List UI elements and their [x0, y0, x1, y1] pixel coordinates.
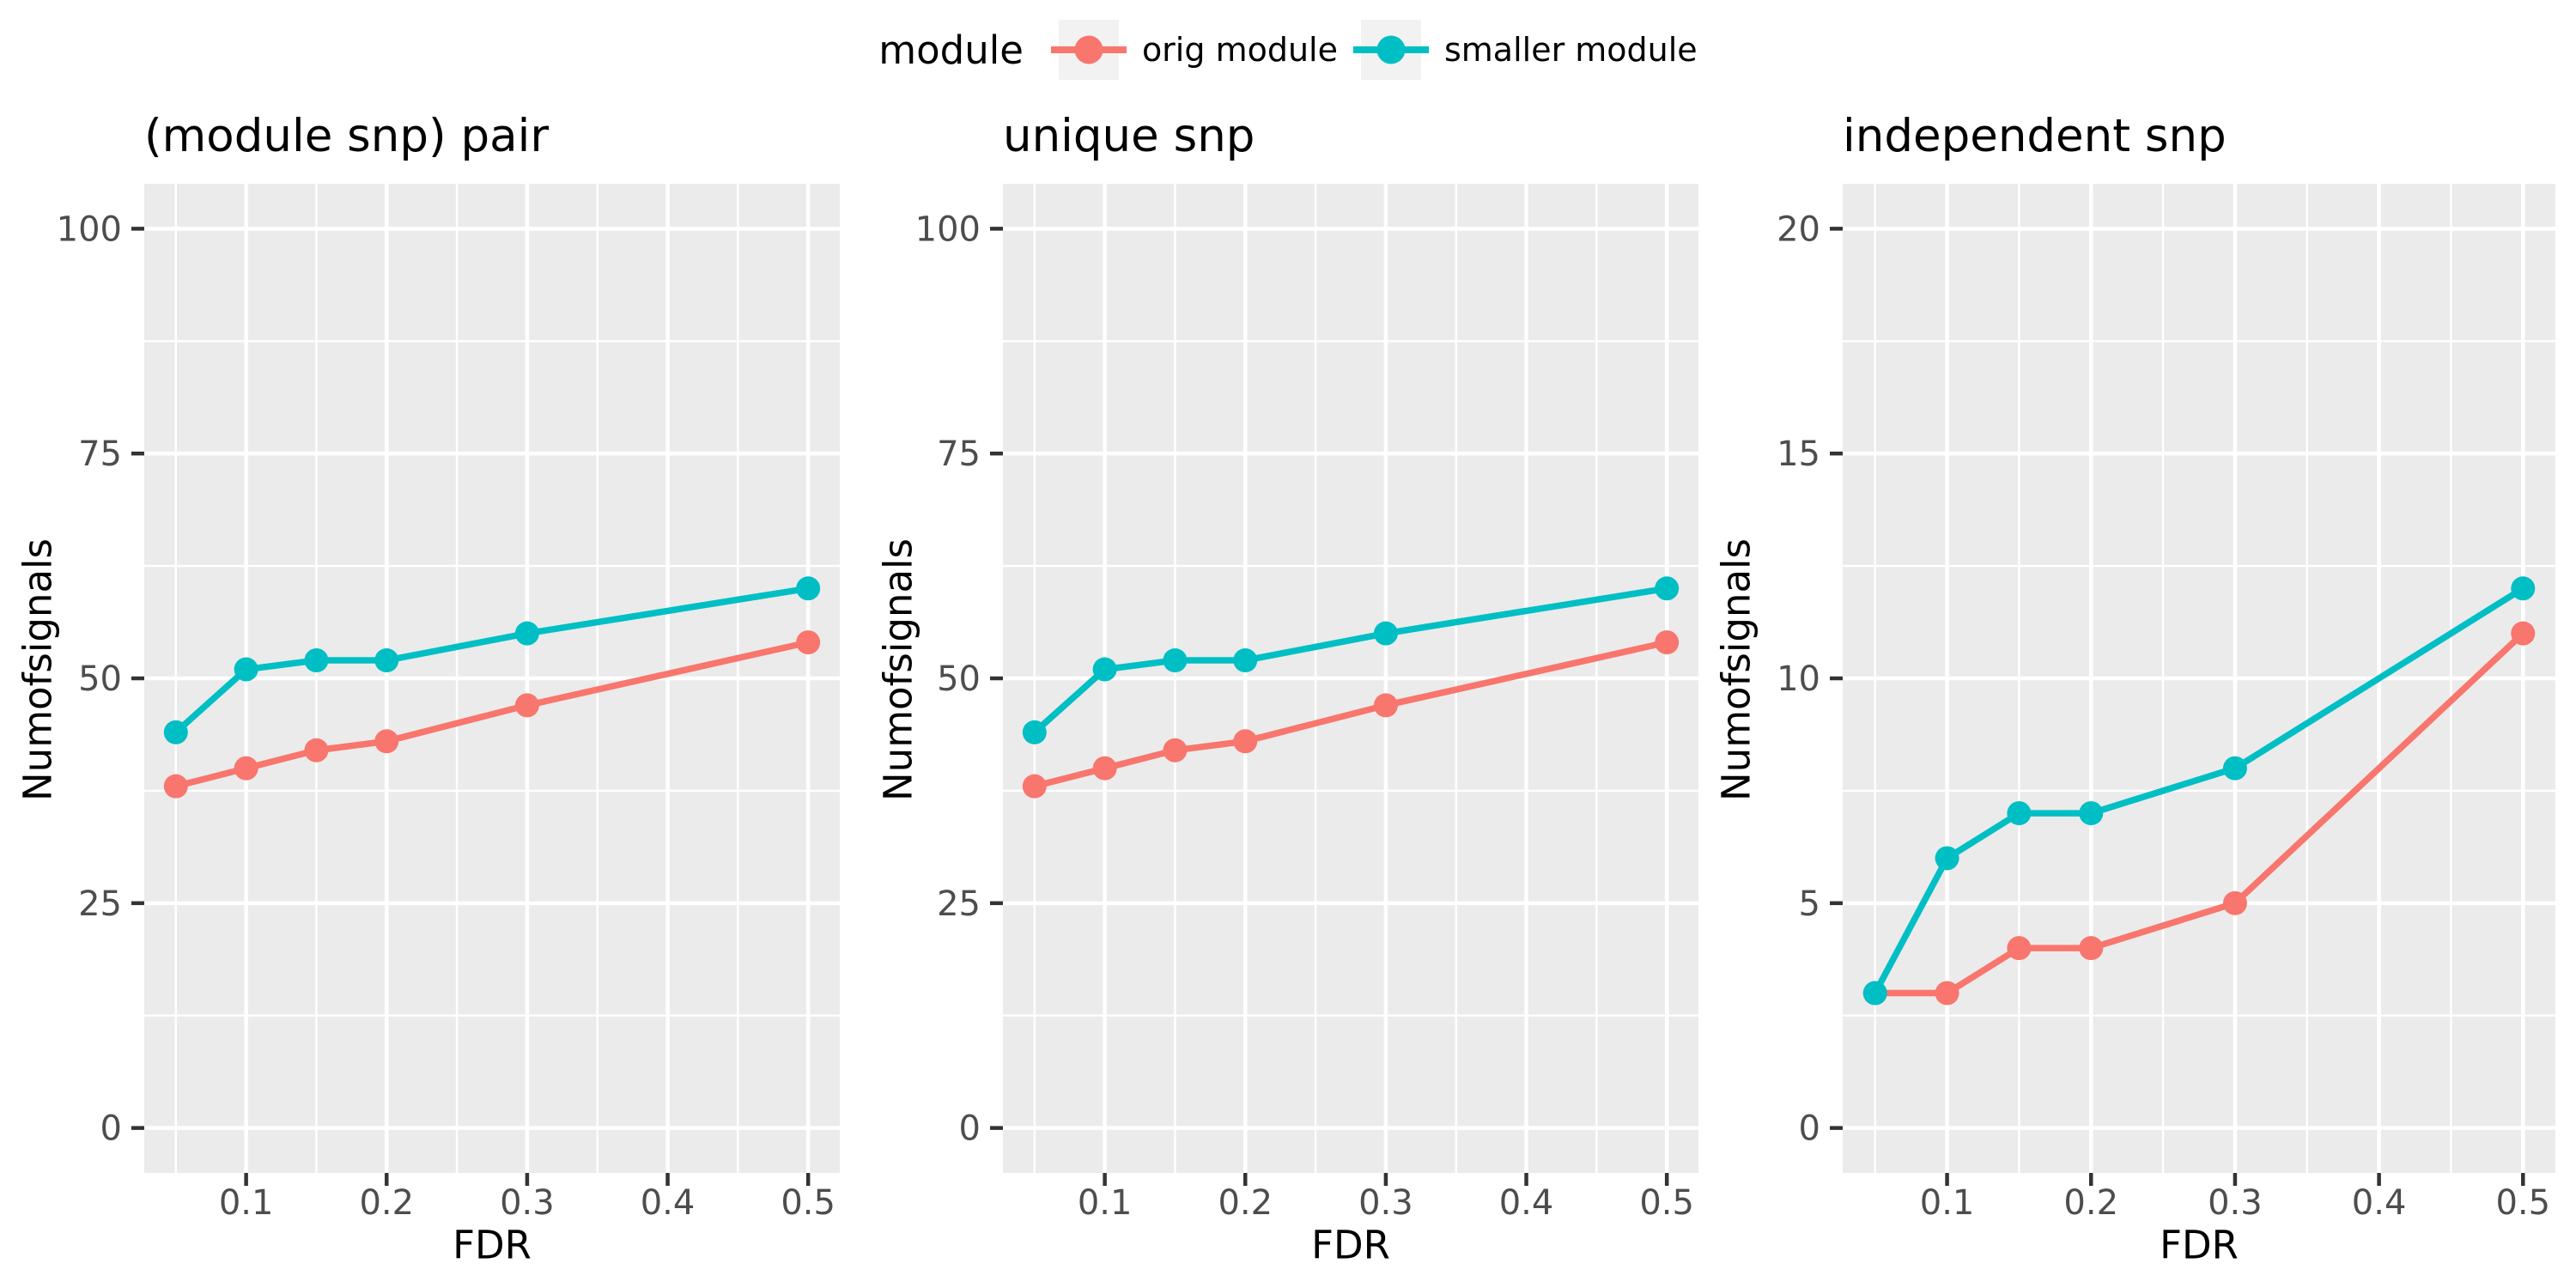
- panel-title-independent-snp: independent snp: [1843, 110, 2227, 162]
- y-tick-label: 0: [1799, 1109, 1820, 1149]
- data-point-smaller-module: [1022, 720, 1047, 744]
- data-point-smaller-module: [1092, 657, 1117, 682]
- legend-label-orig-module: orig module: [1141, 31, 1338, 69]
- data-point-orig-module: [374, 729, 399, 754]
- data-point-orig-module: [2222, 890, 2247, 915]
- x-tick-label: 0.1: [1078, 1183, 1133, 1223]
- data-point-orig-module: [1655, 630, 1680, 655]
- data-point-smaller-module: [1655, 576, 1680, 601]
- x-axis-title-panel-1: FDR: [453, 1222, 532, 1268]
- x-tick-label: 0.4: [2352, 1183, 2407, 1223]
- x-axis-title-panel-3: FDR: [2160, 1222, 2239, 1268]
- data-point-orig-module: [1163, 738, 1188, 762]
- data-point-smaller-module: [163, 720, 188, 744]
- data-point-orig-module: [2007, 936, 2032, 961]
- data-point-orig-module: [304, 738, 329, 762]
- y-tick-label: 100: [57, 210, 122, 249]
- y-tick-label: 75: [78, 434, 122, 474]
- data-point-smaller-module: [2222, 756, 2247, 781]
- series-line-smaller-module: [1872, 586, 2525, 995]
- data-point-smaller-module: [1373, 621, 1398, 646]
- legend-item-smaller-module: smaller module: [1348, 9, 1698, 91]
- x-tick-label: 0.1: [219, 1183, 274, 1223]
- legend-title: module: [878, 27, 1024, 73]
- data-point-orig-module: [1233, 729, 1258, 754]
- x-tick-label: 0.2: [359, 1183, 414, 1223]
- x-tick-label: 0.5: [781, 1183, 835, 1223]
- x-tick-label: 0.5: [2495, 1183, 2550, 1223]
- y-tick-label: 50: [937, 659, 981, 699]
- x-axis-title-panel-2: FDR: [1311, 1222, 1390, 1268]
- y-tick-label: 10: [1777, 659, 1820, 699]
- x-tick-label: 0.4: [1499, 1183, 1554, 1223]
- x-tick-label: 0.3: [2208, 1183, 2263, 1223]
- data-point-orig-module: [1092, 756, 1117, 781]
- x-tick-label: 0.3: [500, 1183, 555, 1223]
- y-tick-label: 100: [915, 210, 981, 249]
- y-tick-label: 15: [1777, 434, 1820, 474]
- data-point-orig-module: [1022, 774, 1047, 799]
- y-tick-label: 0: [100, 1109, 122, 1149]
- data-point-smaller-module: [2007, 801, 2032, 826]
- x-tick-label: 0.2: [1218, 1183, 1273, 1223]
- data-point-orig-module: [514, 693, 539, 718]
- x-tick-label: 0.5: [1639, 1183, 1694, 1223]
- data-point-smaller-module: [374, 648, 399, 673]
- series-line-smaller-module: [1032, 585, 1668, 735]
- legend-key-smaller-module-icon: [1352, 20, 1429, 80]
- y-tick-label: 0: [959, 1109, 981, 1149]
- y-tick-label: 5: [1799, 884, 1820, 924]
- legend-key-orig-module-icon: [1050, 20, 1127, 80]
- series-line-orig-module: [1033, 639, 1668, 790]
- chart-legend: module orig module smaller module: [0, 9, 2576, 91]
- x-tick-label: 0.1: [1920, 1183, 1975, 1223]
- data-point-smaller-module: [1935, 846, 1959, 871]
- data-point-smaller-module: [2079, 801, 2104, 826]
- y-tick-label: 75: [937, 434, 981, 474]
- data-point-orig-module: [1935, 981, 1959, 1005]
- data-point-smaller-module: [796, 576, 821, 601]
- y-tick-label: 25: [78, 884, 122, 924]
- data-point-orig-module: [163, 774, 188, 799]
- data-point-orig-module: [234, 756, 258, 781]
- data-point-smaller-module: [514, 621, 539, 646]
- legend-item-orig-module: orig module: [1046, 9, 1338, 91]
- x-tick-label: 0.4: [641, 1183, 696, 1223]
- legend-label-smaller-module: smaller module: [1443, 31, 1698, 69]
- y-tick-label: 20: [1777, 210, 1820, 249]
- data-point-smaller-module: [304, 648, 329, 673]
- data-point-smaller-module: [2511, 576, 2536, 601]
- series-line-smaller-module: [173, 585, 809, 735]
- data-point-smaller-module: [1862, 981, 1887, 1005]
- x-tick-label: 0.2: [2063, 1183, 2118, 1223]
- y-tick-label: 25: [937, 884, 981, 924]
- x-tick-label: 0.3: [1358, 1183, 1413, 1223]
- data-point-orig-module: [2079, 936, 2104, 961]
- data-point-smaller-module: [1163, 648, 1188, 673]
- series-line-orig-module: [174, 639, 810, 790]
- panel-title-module-snp-pair: (module snp) pair: [144, 110, 550, 162]
- data-point-orig-module: [1373, 693, 1398, 718]
- data-point-orig-module: [796, 630, 821, 655]
- data-point-smaller-module: [234, 657, 258, 682]
- y-tick-label: 50: [78, 659, 122, 699]
- data-point-smaller-module: [1233, 648, 1258, 673]
- data-point-orig-module: [2511, 621, 2536, 646]
- panel-title-unique-snp: unique snp: [1003, 110, 1255, 162]
